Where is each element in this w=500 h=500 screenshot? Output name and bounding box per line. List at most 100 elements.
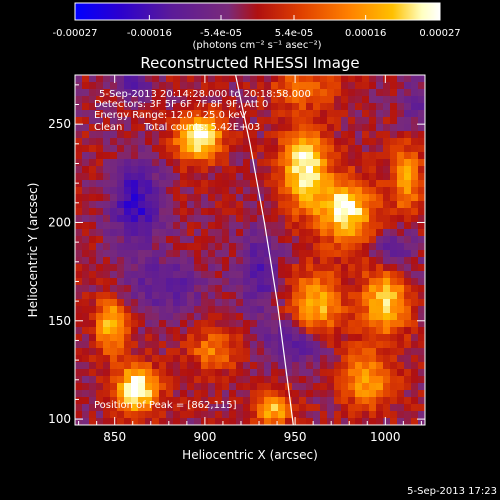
heatmap-cell [152, 103, 160, 111]
heatmap-cell [355, 320, 363, 328]
heatmap-cell [201, 278, 209, 286]
heatmap-cell [376, 222, 384, 230]
heatmap-cell [173, 257, 181, 265]
heatmap-cell [124, 152, 132, 160]
heatmap-cell [376, 285, 384, 293]
heatmap-cell [397, 313, 405, 321]
heatmap-cell [404, 229, 412, 237]
heatmap-cell [292, 236, 300, 244]
heatmap-cell [264, 383, 272, 391]
heatmap-cell [390, 215, 398, 223]
peak-position-annotation: Position of Peak = [862,115] [94, 400, 237, 411]
heatmap-cell [201, 138, 209, 146]
heatmap-cell [145, 264, 153, 272]
heatmap-cell [411, 208, 419, 216]
heatmap-cell [82, 264, 90, 272]
heatmap-cell [82, 194, 90, 202]
heatmap-cell [341, 124, 349, 132]
heatmap-cell [264, 327, 272, 335]
heatmap-cell [418, 355, 425, 363]
heatmap-cell [411, 110, 419, 118]
heatmap-cell [411, 75, 419, 83]
heatmap-cell [327, 383, 335, 391]
heatmap-cell [159, 180, 167, 188]
heatmap-cell [327, 124, 335, 132]
heatmap-cell [145, 124, 153, 132]
heatmap-cell [376, 103, 384, 111]
heatmap-cell [236, 82, 244, 90]
heatmap-cell [383, 404, 391, 412]
heatmap-cell [215, 250, 223, 258]
heatmap-cell [292, 82, 300, 90]
heatmap-cell [173, 243, 181, 251]
heatmap-cell [383, 383, 391, 391]
heatmap-cell [250, 334, 258, 342]
heatmap-cell [341, 278, 349, 286]
heatmap-cell [404, 236, 412, 244]
heatmap-cell [201, 103, 209, 111]
heatmap-cell [327, 292, 335, 300]
heatmap-cell [89, 390, 97, 398]
heatmap-cell [138, 131, 146, 139]
heatmap-cell [264, 362, 272, 370]
heatmap-cell [82, 131, 90, 139]
heatmap-cell [229, 222, 237, 230]
heatmap-cell [278, 215, 286, 223]
heatmap-cell [383, 313, 391, 321]
heatmap-cell [103, 313, 111, 321]
heatmap-cell [82, 82, 90, 90]
heatmap-cell [110, 320, 118, 328]
heatmap-cell [250, 383, 258, 391]
heatmap-cell [285, 397, 293, 405]
heatmap-cell [397, 404, 405, 412]
heatmap-cell [257, 404, 265, 412]
heatmap-cell [271, 264, 279, 272]
heatmap-cell [271, 82, 279, 90]
heatmap-cell [313, 96, 321, 104]
heatmap-cell [418, 82, 425, 90]
heatmap-cell [145, 180, 153, 188]
heatmap-cell [397, 390, 405, 398]
heatmap-cell [369, 166, 377, 174]
heatmap-cell [306, 110, 314, 118]
heatmap-cell [152, 96, 160, 104]
heatmap-cell [131, 124, 139, 132]
heatmap-cell [145, 306, 153, 314]
heatmap-cell [257, 103, 265, 111]
heatmap-cell [194, 152, 202, 160]
heatmap-cell [257, 264, 265, 272]
heatmap-cell [96, 187, 104, 195]
heatmap-cell [236, 313, 244, 321]
heatmap-cell [138, 355, 146, 363]
heatmap-cell [250, 194, 258, 202]
heatmap-cell [173, 89, 181, 97]
heatmap-cell [355, 201, 363, 209]
heatmap-cell [180, 369, 188, 377]
heatmap-cell [110, 369, 118, 377]
heatmap-cell [152, 278, 160, 286]
heatmap-cell [243, 327, 251, 335]
heatmap-cell [404, 187, 412, 195]
heatmap-cell [145, 187, 153, 195]
heatmap-cell [229, 369, 237, 377]
heatmap-cell [278, 208, 286, 216]
heatmap-cell [75, 173, 83, 181]
heatmap-cell [215, 152, 223, 160]
heatmap-cell [201, 411, 209, 419]
heatmap-cell [376, 89, 384, 97]
heatmap-cell [299, 411, 307, 419]
heatmap-cell [222, 236, 230, 244]
heatmap-cell [369, 145, 377, 153]
heatmap-cell [271, 390, 279, 398]
heatmap-cell [250, 243, 258, 251]
heatmap-cell [418, 257, 425, 265]
heatmap-cell [278, 327, 286, 335]
heatmap-cell [355, 124, 363, 132]
heatmap-cell [96, 334, 104, 342]
heatmap-cell [152, 201, 160, 209]
heatmap-cell [390, 397, 398, 405]
heatmap-cell [362, 341, 370, 349]
heatmap-cell [411, 299, 419, 307]
heatmap-cell [271, 257, 279, 265]
heatmap-cell [110, 159, 118, 167]
